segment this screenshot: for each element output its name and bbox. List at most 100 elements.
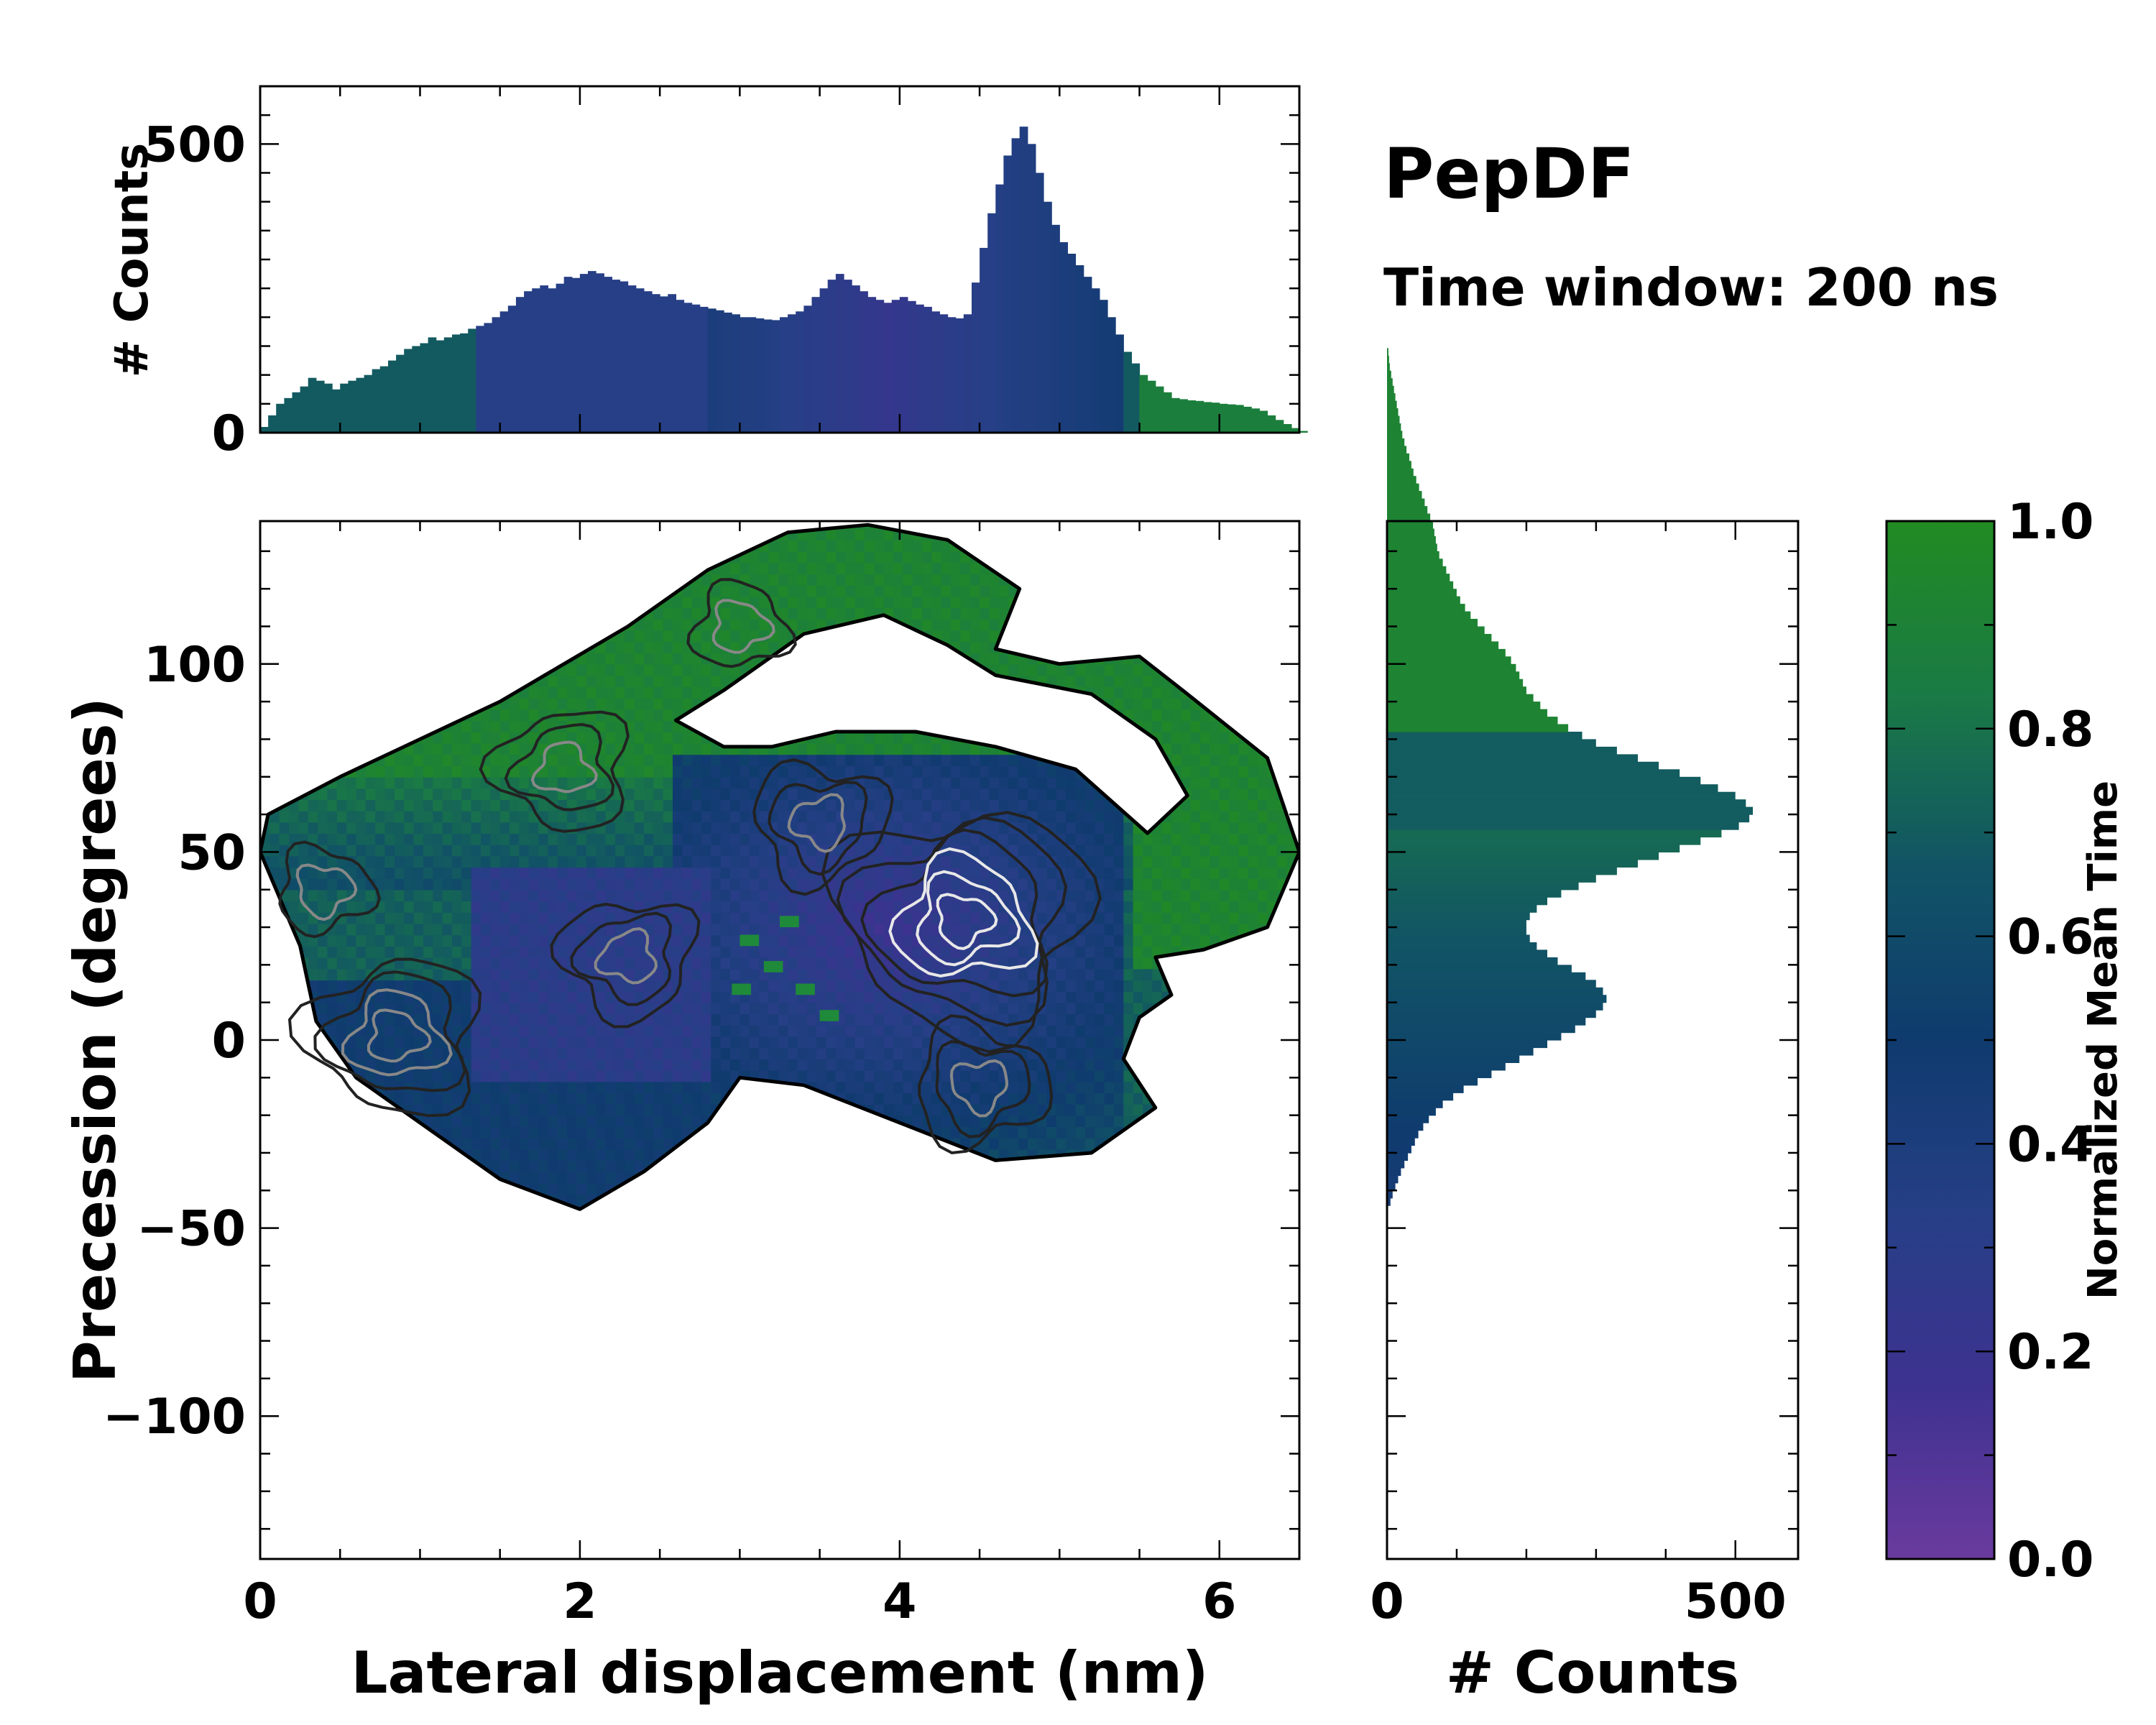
heatmap-cell [711, 889, 722, 902]
heatmap-cell [711, 968, 722, 981]
heatmap-cell [490, 822, 501, 834]
heatmap-cell [960, 923, 971, 936]
heatmap-cell [605, 878, 616, 891]
heatmap-cell [711, 878, 722, 891]
heatmap-cell [318, 584, 328, 597]
heatmap-cell [260, 934, 271, 947]
heatmap-cell [318, 765, 328, 778]
heatmap-cell [806, 1126, 817, 1138]
heatmap-cell [519, 968, 530, 981]
heatmap-cell [768, 584, 779, 597]
heatmap-cell [499, 957, 510, 970]
heatmap-cell [548, 528, 558, 540]
heatmap-cell [931, 596, 942, 609]
heatmap-cell [413, 525, 424, 530]
heatmap-cell [260, 528, 271, 540]
heatmap-cell [778, 540, 788, 552]
heatmap-cell [471, 1081, 482, 1094]
top-histogram-bar [860, 291, 868, 433]
heatmap-cell [270, 562, 280, 575]
heatmap-cell [471, 663, 482, 676]
heatmap-cell [490, 1036, 501, 1049]
heatmap-cell [643, 1182, 654, 1195]
heatmap-cell [883, 844, 894, 857]
heatmap-cell [673, 1217, 683, 1229]
heatmap-cell [806, 1194, 817, 1206]
heatmap-cell [413, 855, 424, 868]
heatmap-cell [318, 799, 328, 811]
heatmap-cell [557, 742, 568, 755]
heatmap-cell [605, 1194, 616, 1206]
heatmap-cell [691, 878, 702, 891]
heatmap-cell [519, 912, 530, 924]
heatmap-cell [538, 1059, 549, 1071]
heatmap-cell [346, 663, 357, 676]
heatmap-cell [490, 912, 501, 924]
heatmap-cell [567, 991, 578, 1003]
heatmap-cell [682, 754, 693, 766]
heatmap-cell [538, 1126, 549, 1138]
heatmap-cell [558, 1217, 568, 1229]
heatmap-cell [720, 619, 731, 631]
heatmap-cell [893, 1103, 903, 1116]
heatmap-cell [356, 675, 367, 687]
heatmap-cell [634, 833, 645, 845]
heatmap-cell [960, 525, 971, 530]
heatmap-cell [442, 754, 453, 766]
heatmap-cell [394, 574, 405, 586]
heatmap-cell [510, 844, 520, 857]
heatmap-cell [318, 506, 328, 518]
heatmap-cell [960, 1025, 971, 1037]
heatmap-cell [682, 596, 693, 609]
heatmap-cell [298, 912, 309, 924]
heatmap-cell [452, 776, 463, 789]
heatmap-cell [903, 889, 913, 902]
heatmap-cell [625, 1194, 635, 1206]
top-histogram-bar [1075, 265, 1084, 433]
heatmap-cell [270, 551, 280, 564]
heatmap-cell [528, 1205, 539, 1210]
heatmap-cell [298, 709, 309, 722]
heatmap-cell [586, 957, 596, 970]
heatmap-cell [931, 765, 942, 778]
heatmap-cell [548, 596, 558, 609]
top-histogram-bar [1147, 380, 1156, 433]
heatmap-cell [270, 991, 280, 1003]
heatmap-cell [576, 630, 587, 643]
heatmap-cell [691, 1036, 702, 1049]
heatmap-cell [365, 732, 376, 744]
heatmap-cell [586, 607, 596, 620]
heatmap-cell [365, 912, 376, 924]
heatmap-cell [327, 663, 338, 676]
heatmap-cell [883, 1092, 894, 1105]
heatmap-cell [673, 1205, 683, 1210]
heatmap-cell [270, 923, 280, 936]
heatmap-cell [327, 754, 338, 766]
heatmap-cell [260, 551, 271, 564]
heatmap-cell [270, 788, 280, 800]
heatmap-cell [413, 584, 424, 597]
heatmap-cell [912, 867, 923, 879]
heatmap-cell [356, 584, 367, 597]
heatmap-cell [404, 1149, 415, 1162]
heatmap-cell [471, 822, 482, 834]
heatmap-cell [653, 1070, 664, 1082]
heatmap-cell [864, 889, 875, 902]
heatmap-cell [682, 788, 693, 800]
heatmap-cell [567, 732, 578, 744]
top-histogram-bar [364, 374, 373, 433]
heatmap-cell [826, 551, 837, 564]
heatmap-cell [366, 1217, 376, 1229]
heatmap-cell [903, 1103, 913, 1116]
heatmap-cell [798, 506, 808, 518]
heatmap-cell [614, 584, 625, 597]
heatmap-cell [318, 540, 328, 552]
heatmap-cell [481, 607, 492, 620]
heatmap-cell [260, 1205, 271, 1210]
heatmap-cell [384, 878, 395, 891]
heatmap-cell [883, 732, 894, 744]
heatmap-cell [260, 709, 271, 722]
heatmap-cell [270, 630, 280, 643]
heatmap-cell [682, 844, 693, 857]
heatmap-cell [883, 833, 894, 845]
